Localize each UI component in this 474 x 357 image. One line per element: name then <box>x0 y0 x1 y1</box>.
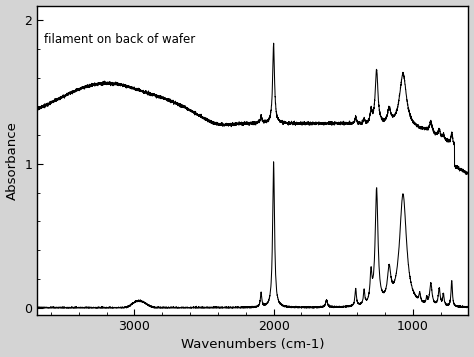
Text: filament on back of wafer: filament on back of wafer <box>44 33 195 46</box>
X-axis label: Wavenumbers (cm-1): Wavenumbers (cm-1) <box>181 338 325 351</box>
Y-axis label: Absorbance: Absorbance <box>6 121 18 200</box>
